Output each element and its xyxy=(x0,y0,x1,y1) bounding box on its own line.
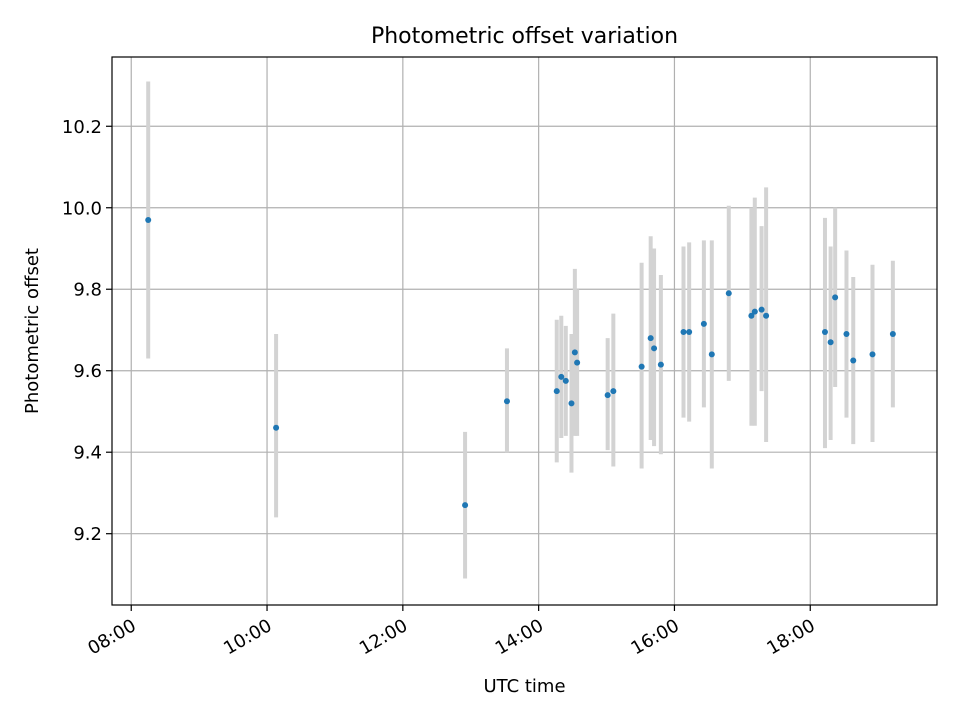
data-point xyxy=(889,331,896,338)
plot-frame xyxy=(111,56,938,606)
data-point xyxy=(604,392,611,399)
data-point xyxy=(651,345,658,352)
data-point xyxy=(462,502,469,509)
x-tick-label: 08:00 xyxy=(84,615,139,659)
data-point xyxy=(562,377,569,384)
y-tick-label: 9.6 xyxy=(73,361,102,382)
errorbar-layer xyxy=(146,81,895,579)
data-point xyxy=(832,294,839,301)
x-tick-label: 16:00 xyxy=(628,615,683,659)
y-tick-label: 10.2 xyxy=(62,117,102,138)
y-tick-label: 10.0 xyxy=(62,198,102,219)
data-point xyxy=(503,398,510,405)
data-point xyxy=(558,373,565,380)
x-tick-label: 14:00 xyxy=(492,615,547,659)
data-point xyxy=(827,339,834,346)
data-point xyxy=(273,424,280,431)
y-tick-label: 9.4 xyxy=(73,443,102,464)
data-point xyxy=(638,363,645,370)
data-point xyxy=(869,351,876,358)
x-axis-label: UTC time xyxy=(483,676,565,697)
data-point xyxy=(843,331,850,338)
data-point xyxy=(657,361,664,368)
x-tick-label: 12:00 xyxy=(356,615,411,659)
data-point xyxy=(553,388,560,395)
y-tick-label: 9.2 xyxy=(73,524,102,545)
y-axis-label: Photometric offset xyxy=(22,248,43,414)
y-tick-label: 9.8 xyxy=(73,280,102,301)
data-point xyxy=(763,312,770,319)
chart-title: Photometric offset variation xyxy=(371,24,678,49)
data-point xyxy=(725,290,732,297)
data-point xyxy=(610,388,617,395)
data-point xyxy=(751,308,758,315)
data-point xyxy=(850,357,857,364)
point-layer xyxy=(145,216,896,509)
data-point xyxy=(821,329,828,336)
data-point xyxy=(758,306,765,313)
grid-layer xyxy=(112,57,937,605)
data-point xyxy=(686,329,693,336)
data-point xyxy=(574,359,581,366)
data-point xyxy=(680,329,687,336)
data-point xyxy=(700,320,707,327)
data-point xyxy=(647,335,654,342)
data-point xyxy=(748,312,755,319)
data-point xyxy=(568,400,575,407)
data-point xyxy=(571,349,578,356)
x-tick-label: 10:00 xyxy=(220,615,275,659)
data-point xyxy=(145,216,152,223)
x-tick-label: 18:00 xyxy=(763,615,818,659)
data-point xyxy=(708,351,715,358)
